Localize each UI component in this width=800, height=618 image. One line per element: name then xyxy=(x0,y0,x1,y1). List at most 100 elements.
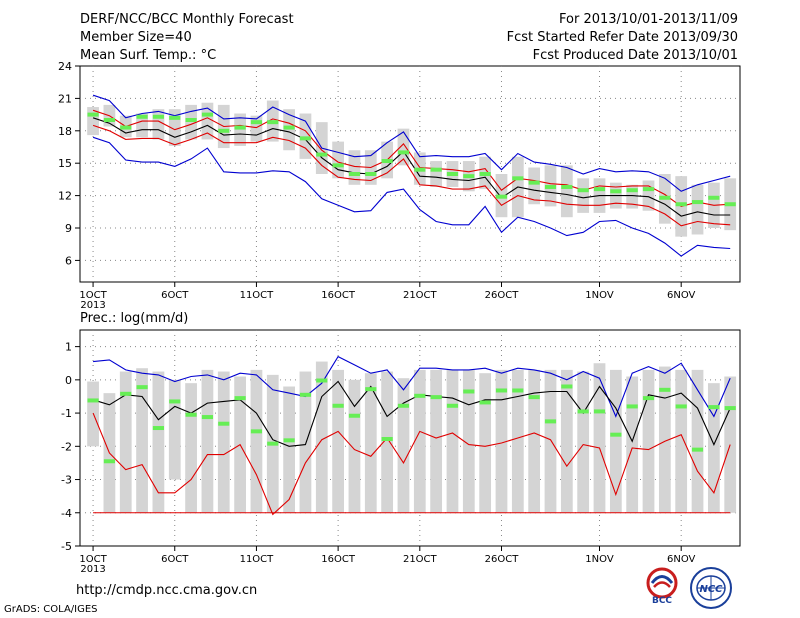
x-tick-label: 1OCT xyxy=(79,554,107,565)
y-tick-label: -5 xyxy=(61,540,72,553)
ensemble-box xyxy=(234,113,246,146)
grads-credit: GrADS: COLA/IGES xyxy=(4,604,98,615)
median-marker xyxy=(169,399,181,404)
median-marker xyxy=(283,125,295,130)
median-marker xyxy=(512,388,524,393)
ensemble-box xyxy=(413,369,426,513)
median-marker xyxy=(708,195,720,200)
ensemble-box xyxy=(332,369,344,513)
median-marker xyxy=(479,172,491,176)
y-tick-label: -4 xyxy=(61,507,72,520)
member-size-label: Member Size=40 xyxy=(80,30,192,45)
ncc-logo-text: NCC xyxy=(699,584,723,595)
median-marker xyxy=(283,438,295,443)
ensemble-box xyxy=(430,161,443,187)
ensemble-box xyxy=(283,386,295,513)
median-marker xyxy=(316,152,328,157)
median-marker xyxy=(659,387,671,392)
ensemble-box xyxy=(119,371,132,513)
series-spread-high xyxy=(92,109,731,207)
median-marker xyxy=(414,167,426,172)
median-marker xyxy=(544,419,557,424)
x-tick-label: 6OCT xyxy=(161,554,189,565)
x-year-label: 2013 xyxy=(80,564,105,575)
y-tick-label: -1 xyxy=(61,407,72,420)
median-marker xyxy=(250,429,263,434)
median-marker xyxy=(626,188,638,193)
median-marker xyxy=(463,174,475,179)
median-marker xyxy=(299,136,312,141)
median-marker xyxy=(495,194,508,199)
ensemble-box xyxy=(201,102,214,140)
median-marker xyxy=(724,406,736,411)
median-marker xyxy=(250,120,263,125)
median-marker xyxy=(397,403,410,408)
bcc-logo: BCC xyxy=(640,566,684,610)
y-tick-label: 15 xyxy=(58,157,72,170)
x-tick-label: 16OCT xyxy=(321,290,356,301)
variable-label: Mean Surf. Temp.: °C xyxy=(80,48,217,63)
ensemble-box xyxy=(528,167,541,205)
series-spread-low xyxy=(92,124,731,227)
ensemble-box xyxy=(299,371,312,513)
median-marker xyxy=(397,150,410,155)
median-marker xyxy=(152,114,165,119)
median-marker xyxy=(446,172,459,176)
precipitation-label: Prec.: log(mm/d) xyxy=(80,311,188,326)
median-marker xyxy=(316,378,328,383)
y-tick-label: 1 xyxy=(65,341,72,354)
median-marker xyxy=(593,187,606,192)
median-marker xyxy=(642,187,655,192)
ensemble-box xyxy=(707,383,720,513)
y-tick-label: -2 xyxy=(61,440,72,453)
produced-date-label: Fcst Produced Date 2013/10/01 xyxy=(532,48,738,63)
series-extreme-low xyxy=(92,136,731,257)
median-marker xyxy=(430,167,442,172)
median-marker xyxy=(381,436,393,441)
median-marker xyxy=(169,115,181,120)
ensemble-box xyxy=(479,373,492,513)
series-mean xyxy=(92,380,731,447)
x-tick-label: 6NOV xyxy=(667,290,696,301)
median-marker xyxy=(267,120,279,125)
median-marker xyxy=(691,200,704,205)
ensemble-box xyxy=(675,369,688,513)
median-marker xyxy=(136,385,148,390)
y-tick-label: 12 xyxy=(58,190,72,203)
median-marker xyxy=(528,395,540,400)
ensemble-box xyxy=(544,369,557,513)
ensemble-box xyxy=(136,113,148,138)
ensemble-box xyxy=(168,109,181,146)
median-marker xyxy=(218,128,230,133)
bcc-logo-text: BCC xyxy=(652,596,672,606)
ensemble-box xyxy=(152,371,165,513)
ensemble-box xyxy=(626,184,639,209)
source-url[interactable]: http://cmdp.ncc.cma.gov.cn xyxy=(76,583,258,598)
ensemble-box xyxy=(315,361,328,513)
median-marker xyxy=(103,118,115,122)
x-tick-label: 1NOV xyxy=(585,290,614,301)
x-year-label: 2013 xyxy=(80,300,105,311)
ensemble-box xyxy=(348,150,361,185)
ensemble-box xyxy=(397,128,410,166)
ensemble-box xyxy=(364,373,377,513)
ncc-logo: NCC xyxy=(688,566,734,614)
y-tick-label: -3 xyxy=(61,474,72,487)
chart-title: DERF/NCC/BCC Monthly Forecast xyxy=(80,12,294,27)
median-marker xyxy=(610,432,622,437)
ensemble-box xyxy=(577,178,590,213)
median-marker xyxy=(659,195,671,200)
ensemble-box xyxy=(495,369,508,513)
ensemble-box xyxy=(185,383,197,513)
ensemble-box xyxy=(185,104,197,140)
median-marker xyxy=(365,387,377,392)
ensemble-box xyxy=(217,371,230,513)
ensemble-box xyxy=(201,369,214,513)
x-tick-label: 26OCT xyxy=(485,554,520,565)
ensemble-box xyxy=(462,369,475,513)
median-marker xyxy=(528,180,540,185)
y-tick-label: 24 xyxy=(58,60,72,73)
median-marker xyxy=(103,459,115,464)
